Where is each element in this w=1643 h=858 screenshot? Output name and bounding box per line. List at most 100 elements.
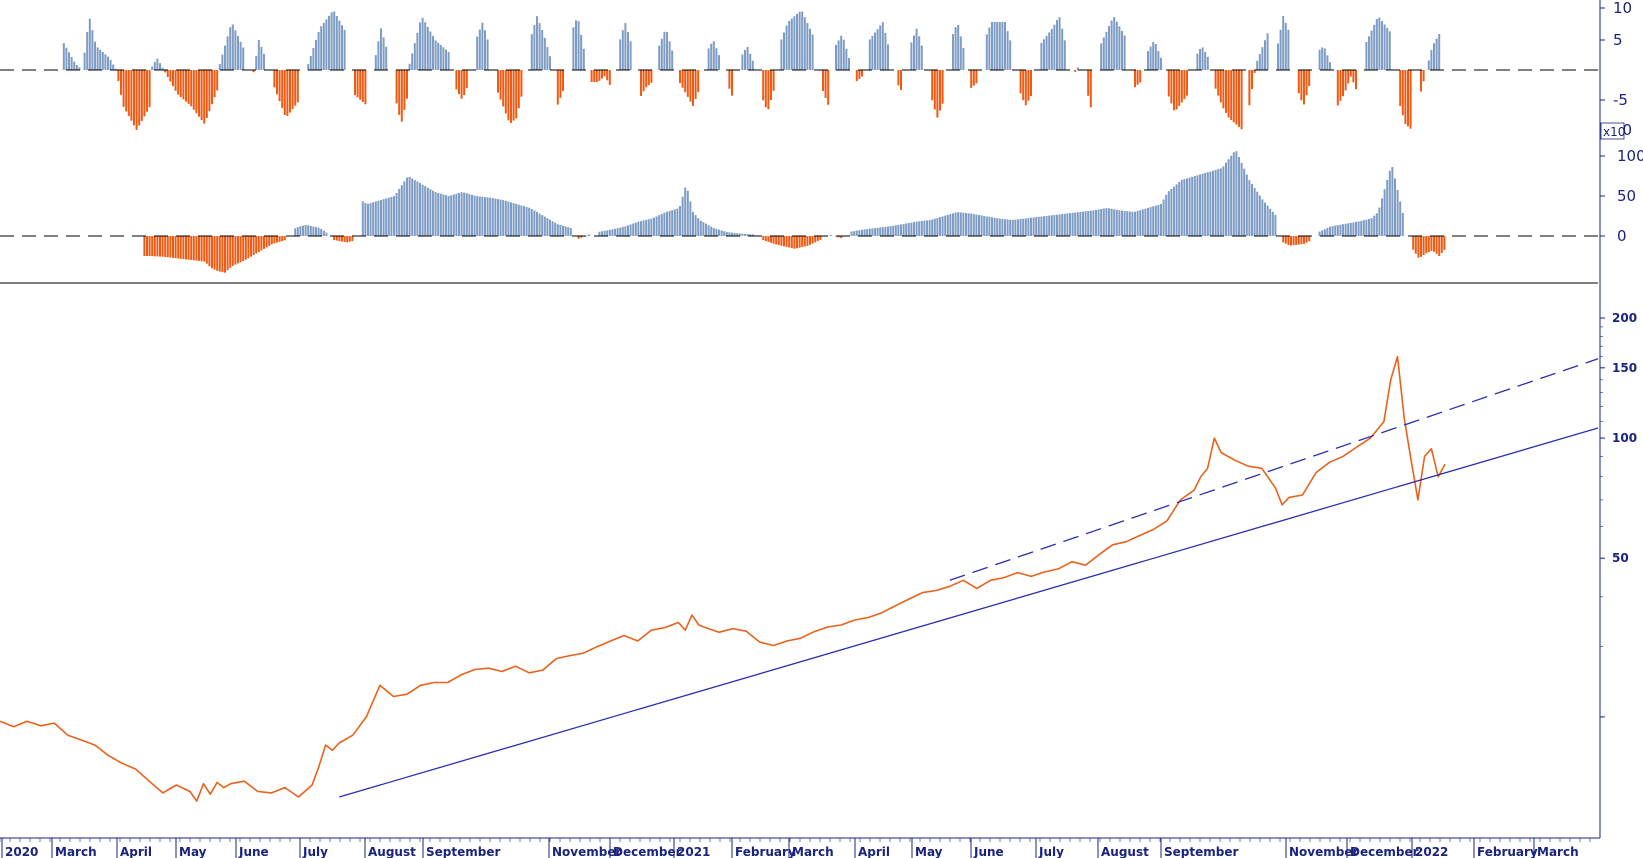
middle-oscillator-bar-positive bbox=[978, 215, 980, 236]
middle-oscillator-bar-positive bbox=[1180, 179, 1183, 236]
top-oscillator-bar-negative bbox=[276, 70, 278, 95]
middle-oscillator-bar-positive bbox=[915, 221, 918, 236]
middle-oscillator-bar-positive bbox=[307, 225, 310, 236]
middle-oscillator-bar-positive bbox=[1113, 209, 1116, 236]
top-oscillator-bar-negative bbox=[593, 70, 596, 82]
top-oscillator-bar-negative bbox=[1167, 70, 1170, 97]
middle-oscillator-bar-positive bbox=[1154, 205, 1157, 236]
middle-oscillator-bar-positive bbox=[1206, 172, 1209, 236]
top-oscillator-bar-negative bbox=[933, 70, 936, 110]
top-oscillator-bar-positive bbox=[1279, 29, 1282, 70]
middle-oscillator-bar-positive bbox=[1204, 173, 1207, 236]
middle-oscillator-bar-positive bbox=[533, 210, 536, 236]
x-tick-label: November bbox=[552, 845, 621, 858]
middle-oscillator-bar-positive bbox=[1152, 206, 1155, 236]
top-oscillator-bar-positive bbox=[309, 56, 312, 70]
middle-oscillator-bar-negative bbox=[270, 236, 273, 245]
middle-oscillator-bar-positive bbox=[541, 215, 544, 236]
top-oscillator-bar-positive bbox=[811, 34, 814, 70]
top-oscillator-bar-positive bbox=[109, 59, 112, 70]
middle-oscillator-bar-positive bbox=[1053, 215, 1056, 236]
top-oscillator-bar-positive bbox=[315, 39, 317, 70]
top-oscillator-bar-negative bbox=[1401, 70, 1404, 116]
middle-oscillator-bar-positive bbox=[489, 197, 492, 236]
middle-oscillator-bar-negative bbox=[803, 236, 806, 247]
middle-oscillator-bar-positive bbox=[1141, 209, 1144, 236]
top-oscillator-bar-negative bbox=[1227, 70, 1230, 118]
middle-oscillator-bar-positive bbox=[1102, 208, 1105, 236]
top-oscillator-bar-negative bbox=[273, 70, 276, 88]
middle-oscillator-bar-positive bbox=[1199, 174, 1201, 236]
top-oscillator-bar-positive bbox=[434, 40, 437, 70]
middle-oscillator-bar-positive bbox=[720, 230, 723, 236]
top-oscillator-bar-positive bbox=[536, 16, 538, 70]
middle-oscillator-bar-positive bbox=[939, 217, 941, 236]
top-oscillator-bar-positive bbox=[1076, 67, 1079, 70]
top-oscillator-bar-positive bbox=[1388, 31, 1391, 70]
top-oscillator-bar-positive bbox=[707, 48, 710, 70]
middle-oscillator-bar-positive bbox=[980, 215, 983, 236]
top-oscillator-bar-negative bbox=[684, 70, 687, 93]
middle-oscillator-bar-positive bbox=[749, 234, 752, 236]
top-oscillator-bar-negative bbox=[403, 70, 406, 111]
top-oscillator-bar-negative bbox=[138, 70, 141, 126]
top-oscillator-bar-negative bbox=[1134, 70, 1136, 88]
top-oscillator-bar-positive bbox=[481, 22, 484, 70]
top-oscillator-bar-positive bbox=[1381, 21, 1383, 71]
top-oscillator-bar-negative bbox=[289, 70, 291, 113]
middle-oscillator-bar-positive bbox=[554, 222, 557, 236]
y-tick-label-top: 5 bbox=[1613, 31, 1623, 49]
middle-oscillator-bar-positive bbox=[712, 228, 715, 236]
middle-oscillator-bar-negative bbox=[775, 236, 778, 245]
middle-oscillator-bar-positive bbox=[707, 225, 710, 236]
middle-oscillator-bar-positive bbox=[988, 216, 991, 236]
middle-oscillator-bar-negative bbox=[796, 236, 798, 249]
middle-oscillator-bar-positive bbox=[879, 227, 882, 236]
middle-oscillator-bar-positive bbox=[499, 199, 502, 236]
top-oscillator-bar-positive bbox=[920, 45, 923, 70]
middle-oscillator-bar-negative bbox=[1282, 236, 1285, 243]
middle-oscillator-bar-positive bbox=[1269, 208, 1272, 236]
top-oscillator-bar-negative bbox=[1399, 70, 1402, 106]
middle-oscillator-bar-negative bbox=[1290, 236, 1292, 246]
middle-oscillator-bar-positive bbox=[437, 192, 440, 236]
middle-oscillator-bar-positive bbox=[1022, 218, 1025, 236]
top-oscillator-bar-positive bbox=[744, 50, 746, 70]
top-oscillator-bar-positive bbox=[1370, 30, 1373, 70]
top-oscillator-bar-positive bbox=[68, 52, 70, 70]
middle-oscillator-bar-positive bbox=[1347, 223, 1350, 236]
top-oscillator-bar-positive bbox=[231, 24, 234, 70]
middle-oscillator-bar-positive bbox=[907, 223, 910, 236]
top-oscillator-bar-positive bbox=[413, 43, 416, 70]
middle-oscillator-bar-negative bbox=[203, 236, 206, 262]
middle-oscillator-bar-positive bbox=[1043, 216, 1045, 236]
top-oscillator-bar-negative bbox=[681, 70, 684, 88]
top-oscillator-bar-positive bbox=[83, 52, 86, 70]
top-oscillator-bar-negative bbox=[1339, 70, 1342, 101]
middle-oscillator-bar-negative bbox=[811, 236, 814, 244]
top-oscillator-bar-negative bbox=[1175, 70, 1178, 110]
top-oscillator-bar-positive bbox=[312, 48, 315, 70]
middle-oscillator-bar-negative bbox=[164, 236, 167, 257]
top-oscillator-bar-negative bbox=[1248, 70, 1251, 106]
middle-oscillator-bar-positive bbox=[377, 200, 380, 236]
middle-oscillator-bar-positive bbox=[296, 227, 299, 236]
top-oscillator-bar-positive bbox=[1435, 38, 1438, 70]
top-oscillator-bar-positive bbox=[663, 31, 666, 70]
x-tick-label: February bbox=[735, 845, 796, 858]
top-oscillator-bar-negative bbox=[1027, 70, 1030, 101]
top-oscillator-bar-negative bbox=[931, 70, 934, 101]
middle-oscillator-bar-positive bbox=[894, 225, 897, 236]
middle-oscillator-bar-positive bbox=[887, 226, 889, 236]
middle-oscillator-bar-negative bbox=[577, 236, 580, 239]
middle-oscillator-bar-positive bbox=[1139, 210, 1142, 236]
top-oscillator-bar-negative bbox=[1347, 70, 1350, 84]
top-oscillator-bar-positive bbox=[718, 55, 720, 70]
top-oscillator-bar-positive bbox=[996, 22, 999, 70]
top-oscillator-bar-negative bbox=[195, 70, 198, 114]
top-oscillator-bar-positive bbox=[1261, 47, 1264, 70]
middle-oscillator-bar-negative bbox=[840, 236, 843, 239]
panel-price bbox=[0, 355, 1599, 802]
middle-oscillator-bar-positive bbox=[517, 204, 520, 236]
top-oscillator-bar-positive bbox=[263, 53, 265, 70]
